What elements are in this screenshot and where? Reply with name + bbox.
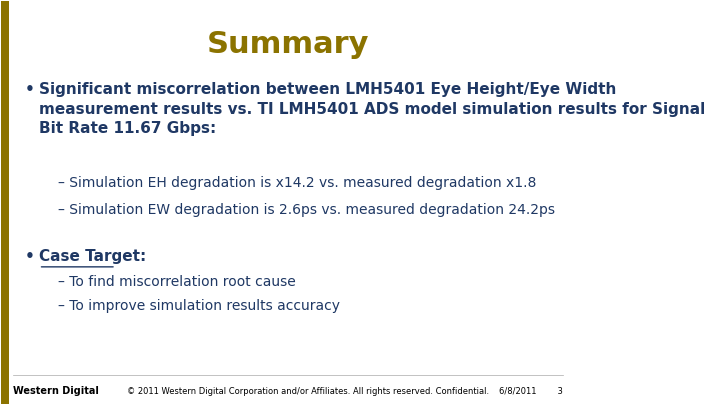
Text: 6/8/2011        3: 6/8/2011 3 [499, 386, 562, 396]
Text: •: • [24, 249, 34, 264]
Text: Summary: Summary [207, 30, 369, 59]
Text: Western Digital: Western Digital [13, 386, 99, 396]
Text: •: • [24, 82, 34, 97]
Text: – To improve simulation results accuracy: – To improve simulation results accuracy [58, 299, 340, 313]
Text: – Simulation EH degradation is x14.2 vs. measured degradation x1.8: – Simulation EH degradation is x14.2 vs.… [58, 176, 536, 190]
Text: © 2011 Western Digital Corporation and/or Affiliates. All rights reserved. Confi: © 2011 Western Digital Corporation and/o… [127, 386, 490, 396]
Text: Case Target:: Case Target: [39, 249, 146, 264]
Text: Significant miscorrelation between LMH5401 Eye Height/Eye Width
measurement resu: Significant miscorrelation between LMH54… [39, 82, 705, 136]
FancyBboxPatch shape [1, 1, 9, 404]
Text: – To find miscorrelation root cause: – To find miscorrelation root cause [58, 275, 295, 289]
Text: – Simulation EW degradation is 2.6ps vs. measured degradation 24.2ps: – Simulation EW degradation is 2.6ps vs.… [58, 202, 554, 217]
